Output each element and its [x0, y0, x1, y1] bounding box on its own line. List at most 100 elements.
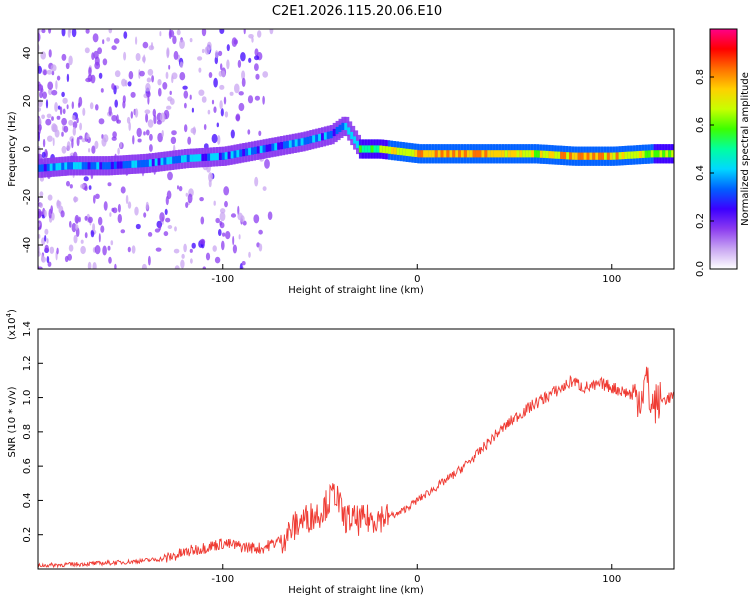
spectrogram-speckle [222, 232, 226, 237]
spectrogram-speckle [171, 72, 178, 80]
spectrogram-speckle [223, 186, 230, 196]
spectrogram-speckle [159, 112, 166, 123]
spectrogram-ridge-cell [428, 150, 434, 158]
spectrogram-speckle [145, 201, 149, 210]
spectrogram-ridge-cell [621, 152, 627, 160]
spectrogram-ridge-cell [382, 145, 388, 154]
spectrogram-ridge-cell [43, 164, 49, 172]
spectrogram-speckle [117, 147, 120, 155]
spectrogram-speckle [38, 234, 41, 239]
spectrogram-speckle [56, 199, 60, 209]
spectrogram-speckle [173, 248, 180, 254]
spectrogram-ridge-cell [358, 145, 364, 153]
spectrogram-y-axis: -40 -20 0 20 40 [22, 47, 43, 253]
spectrogram-speckle [111, 45, 117, 51]
spectrogram-speckle [146, 90, 151, 98]
spectrogram-speckle [191, 242, 196, 249]
spectrogram-speckle [89, 102, 94, 110]
spectrogram-speckle [167, 171, 173, 181]
spectrogram-speckle [229, 91, 234, 96]
spectrogram-ridge-cell [525, 150, 531, 158]
spectrogram-ridge-cell [172, 156, 178, 164]
spectrogram-speckle [119, 141, 122, 149]
spectrogram-speckle [217, 135, 221, 145]
colorbar-ticks: 0.0 0.2 0.4 0.6 0.8 [695, 69, 714, 277]
spectrogram-speckle [38, 266, 43, 269]
spectrogram-speckle [214, 50, 219, 59]
spectrogram-speckle [254, 63, 259, 71]
spectrogram-speckle [107, 245, 111, 251]
spectrogram-ridge-cell [38, 164, 43, 172]
spectrogram-speckle [139, 70, 145, 77]
spectrogram-speckle [73, 196, 79, 202]
spectrogram-ridge-cell [207, 153, 213, 161]
spectrogram-speckle [172, 35, 177, 45]
spectrogram-x-axis: -100 0 100 [211, 264, 621, 285]
spectrogram-speckle [50, 64, 57, 72]
spectrogram-speckle [258, 229, 263, 235]
spectrogram-speckle [111, 115, 118, 122]
spectrogram-speckle [62, 97, 68, 104]
spectrogram-ridge-cell [108, 162, 113, 170]
spectrogram-ridge-cell [423, 150, 429, 158]
spectrogram-speckle [134, 108, 139, 118]
spectrogram-speckle [179, 72, 186, 81]
spectrogram-ridge-cell [592, 152, 598, 160]
spectrogram-speckle [117, 213, 123, 224]
spectrogram-ridge-cell [52, 163, 58, 171]
spectrogram-ridge-cell [528, 150, 534, 158]
spectrogram-ridge-cell [169, 156, 175, 164]
spectrogram-speckle [207, 109, 211, 115]
spectrogram-speckle [232, 244, 237, 254]
spectrogram-speckle [240, 215, 245, 223]
spectrogram-speckle [169, 90, 172, 95]
spectrogram-speckle [159, 31, 162, 37]
spectrogram-speckle [92, 223, 96, 232]
spectrogram-speckle [153, 114, 157, 125]
spectrogram-speckle [253, 214, 260, 224]
colorbar-tick-label: 0.6 [695, 117, 706, 133]
spectrogram-ridge-cell [604, 152, 609, 160]
spectrogram-ridge-cell [181, 155, 186, 163]
spectrogram-x-tick-label: 100 [602, 274, 621, 285]
spectrogram-speckle [56, 75, 61, 81]
spectrogram-speckle [190, 127, 197, 134]
spectrogram-speckle [223, 96, 227, 105]
spectrogram-speckle [254, 55, 260, 61]
snr-x-tick-label: 100 [602, 574, 621, 585]
spectrogram-ridge-cell [186, 154, 192, 162]
spectrogram-speckle [82, 107, 86, 116]
spectrogram-ridge-cell [606, 152, 612, 160]
spectrogram-speckle [132, 135, 135, 145]
spectrogram-speckle [267, 211, 273, 220]
spectrogram-ridge-cell [516, 150, 522, 158]
spectrogram-ridge-cell [542, 150, 548, 158]
spectrogram-speckle [179, 39, 185, 49]
spectrogram-speckle [76, 136, 80, 147]
spectrogram-speckle [38, 146, 41, 155]
spectrogram-speckle [219, 84, 225, 90]
spectrogram-speckle [127, 201, 132, 209]
spectrogram-ridge-cell [361, 145, 367, 153]
spectrogram-speckle [113, 38, 120, 44]
spectrogram-ridge-cell [627, 151, 633, 159]
spectrogram-ridge-cell [332, 128, 338, 137]
spectrogram-speckle [128, 71, 134, 80]
spectrogram-ridge-cell [318, 133, 324, 142]
spectrogram-speckle [47, 81, 54, 90]
spectrogram-speckle [145, 113, 149, 123]
spectrogram-speckle [147, 232, 153, 237]
spectrogram-ridge-cell [440, 150, 446, 158]
spectrogram-marks [38, 29, 674, 269]
spectrogram-speckle [213, 106, 217, 113]
spectrogram-speckle [120, 186, 126, 194]
spectrogram-ridge-cell [163, 157, 169, 165]
snr-y-tick-label: 1.4 [22, 321, 33, 337]
spectrogram-speckle [180, 259, 185, 269]
spectrogram-ridge-cell [294, 139, 300, 147]
spectrogram-ridge-cell [376, 145, 382, 153]
spectrogram-speckle [68, 244, 74, 252]
spectrogram-speckle [248, 34, 254, 39]
spectrogram-speckle [94, 61, 101, 70]
spectrogram-speckle [42, 91, 47, 99]
